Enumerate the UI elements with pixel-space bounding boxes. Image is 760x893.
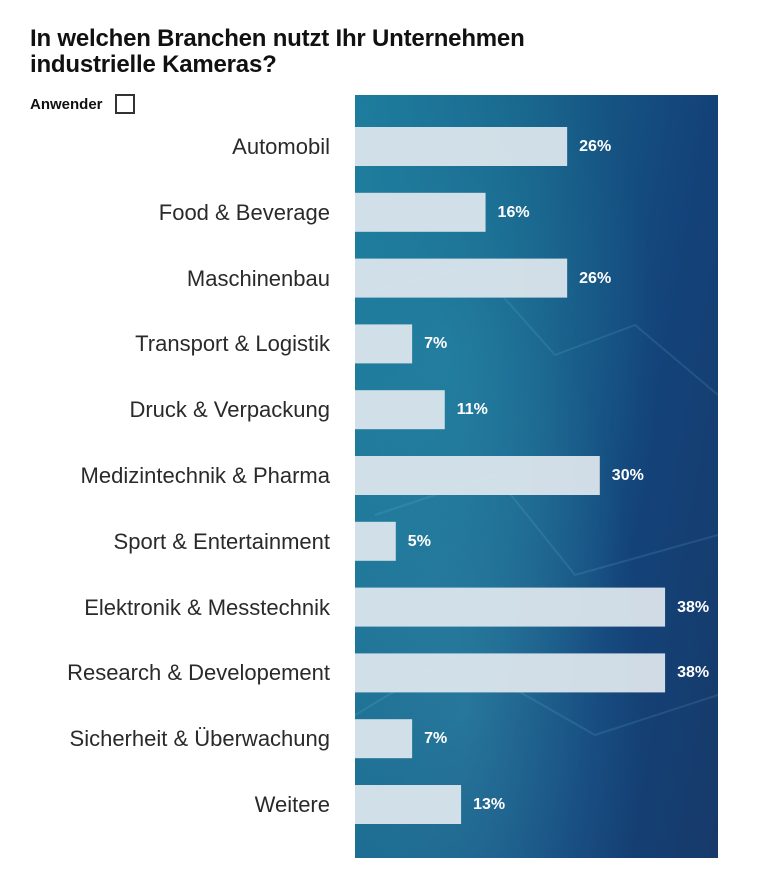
category-label: Sicherheit & Überwachung [69, 726, 330, 752]
bar-5 [355, 456, 600, 495]
bar-9 [355, 719, 413, 759]
category-label: Medizintechnik & Pharma [80, 463, 330, 488]
category-label: Research & Developement [67, 660, 330, 686]
value-label: 5% [407, 532, 431, 550]
bar-10 [355, 785, 462, 824]
chart-title-line-1: In welchen Branchen nutzt Ihr Unternehme… [30, 25, 525, 52]
legend: Anwender [30, 94, 135, 114]
legend-swatch [114, 94, 135, 114]
category-label: Automobil [232, 134, 330, 159]
value-label: 30% [611, 467, 644, 484]
value-label: 7% [424, 335, 448, 353]
value-label: 26% [579, 138, 612, 155]
value-label: 38% [677, 664, 710, 682]
category-label: Sport & Entertainment [113, 528, 330, 554]
bar-3 [355, 324, 413, 364]
value-label: 13% [473, 796, 506, 813]
bar-4 [355, 390, 445, 430]
value-label: 11% [456, 401, 488, 419]
category-label: Transport & Logistik [135, 331, 330, 357]
category-label: Weitere [254, 792, 330, 817]
category-label: Druck & Verpackung [129, 397, 330, 423]
value-label: 38% [677, 598, 710, 616]
category-label: Food & Beverage [158, 199, 330, 225]
bar-7 [355, 587, 666, 627]
bar-2 [355, 258, 568, 298]
value-label: 16% [497, 203, 530, 221]
bars-svg [355, 127, 718, 824]
chart-title: In welchen Branchen nutzt Ihr Unternehme… [30, 26, 525, 78]
bar-1 [355, 192, 486, 232]
bar-8 [355, 653, 666, 693]
value-label: 7% [424, 730, 448, 748]
legend-label: Anwender [30, 95, 103, 113]
chart-title-line-2: industrielle Kameras? [30, 51, 277, 78]
chart-plot-area [355, 95, 718, 858]
category-label: Elektronik & Messtechnik [84, 594, 330, 620]
category-label: Maschinenbau [186, 265, 330, 291]
value-label: 26% [579, 269, 612, 287]
bar-6 [355, 521, 396, 561]
bar-0 [355, 127, 568, 166]
